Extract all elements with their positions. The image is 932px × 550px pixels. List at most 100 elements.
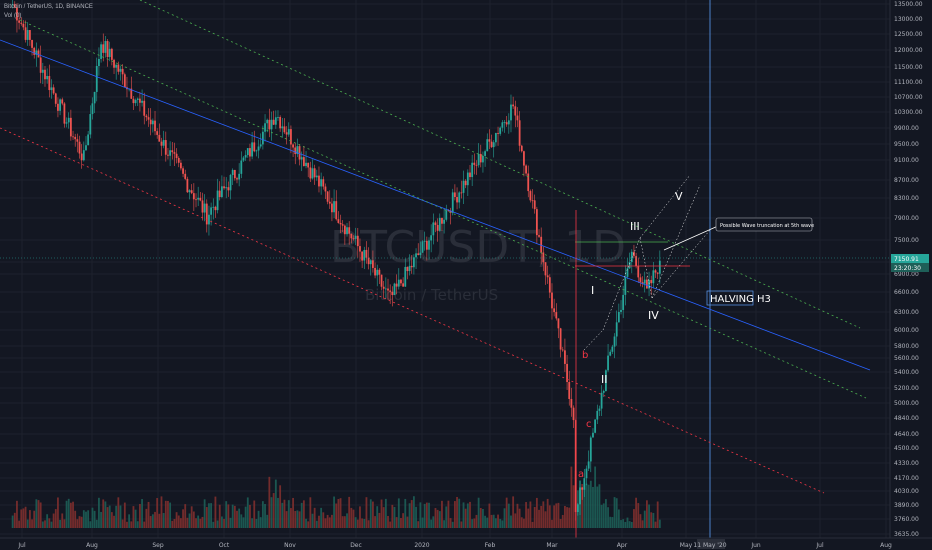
volume-bar	[369, 499, 372, 528]
candle-body	[74, 136, 77, 140]
time-tick-label: Jul	[17, 542, 26, 549]
candle-body	[145, 115, 148, 118]
wave-label-I: I	[591, 284, 594, 297]
candle-body	[540, 236, 543, 253]
candle-body	[290, 129, 292, 145]
candle-body	[469, 172, 471, 178]
candle-body	[279, 117, 282, 129]
volume-bar	[408, 503, 411, 528]
wave-line	[583, 329, 604, 351]
volume-bar	[551, 519, 553, 528]
candle-body	[190, 190, 193, 194]
time-axis[interactable]: Jul Aug Sep Oct Nov Dec 2020 Feb Mar Apr May 11 May…	[0, 537, 932, 550]
price-tick-label: 13000.00	[894, 16, 923, 23]
candle-body	[246, 148, 249, 156]
volume-bar	[643, 510, 646, 528]
drawing-tools[interactable]	[0, 0, 890, 538]
volume-bar	[594, 466, 597, 528]
candle-body	[605, 370, 607, 391]
volume-bar	[106, 507, 109, 528]
candle-body	[82, 150, 85, 161]
time-tick-label: May	[680, 542, 693, 549]
volume-bar	[434, 508, 437, 528]
candle-body	[451, 192, 454, 213]
volume-indicator-title[interactable]: Vol (0)	[4, 13, 22, 19]
volume-bar	[231, 504, 234, 528]
candle-body	[24, 27, 27, 40]
candle-body	[220, 186, 223, 198]
candle-body	[585, 468, 588, 479]
volume-bar	[518, 508, 521, 528]
candle-body	[561, 349, 564, 351]
candle-body	[139, 98, 141, 103]
volume-bar	[261, 501, 264, 528]
candle-body	[218, 190, 221, 198]
volume-bar	[391, 504, 394, 528]
wave-label-II: II	[601, 373, 608, 386]
candle-body	[95, 65, 98, 92]
candle-body	[535, 209, 538, 236]
candle-body	[533, 200, 536, 210]
volume-bar	[246, 497, 249, 528]
volume-bar	[600, 504, 603, 528]
candle-body	[512, 104, 515, 107]
volume-bar	[555, 503, 558, 528]
candle-body	[436, 224, 439, 231]
candle-body	[494, 132, 497, 143]
candle-body	[548, 277, 551, 293]
volume-bar	[419, 502, 422, 528]
volume-bar	[177, 515, 180, 528]
candle-body	[281, 126, 284, 129]
candle-body	[324, 186, 327, 192]
symbol-title[interactable]: Bitcoin / TetherUS, 1D, BINANCE	[4, 4, 93, 10]
volume-bar	[266, 514, 269, 528]
candle-body	[492, 142, 495, 148]
volume-bar	[658, 519, 661, 528]
candle-body	[441, 217, 443, 224]
volume-bar	[438, 511, 441, 528]
volume-bar	[227, 504, 230, 528]
volume-bar	[328, 517, 331, 528]
volume-bar	[33, 510, 36, 528]
volume-bar	[143, 521, 146, 528]
candle-body	[482, 155, 484, 163]
volume-bar	[78, 516, 81, 528]
price-tick-label: 6900.00	[894, 271, 919, 278]
candle-body	[315, 175, 318, 178]
volume-bar	[283, 499, 286, 528]
candle-body	[192, 193, 195, 200]
candle-body	[408, 265, 411, 272]
volume-bar	[50, 521, 53, 528]
candle-body	[26, 30, 29, 40]
candle-body	[369, 260, 372, 265]
volume-bar	[367, 520, 370, 528]
candle-body	[115, 64, 118, 68]
candle-body	[583, 478, 586, 490]
candle-body	[613, 336, 616, 347]
volume-bar	[39, 502, 42, 528]
candle-body	[589, 437, 592, 462]
candle-body	[154, 120, 156, 132]
volume-bar	[620, 520, 622, 528]
volume-bar	[251, 518, 253, 528]
price-tick-label: 12500.00	[894, 31, 923, 38]
candle-body	[253, 142, 256, 152]
candle-body	[477, 153, 480, 166]
volume-bar	[613, 497, 616, 528]
volume-bar	[203, 499, 206, 528]
volume-bar	[169, 502, 172, 528]
volume-bar	[462, 502, 465, 528]
volume-bar	[318, 515, 320, 528]
candle-body	[205, 203, 208, 225]
volume-bar	[113, 515, 115, 528]
volume-bar	[136, 521, 139, 528]
candle-body	[54, 93, 57, 104]
candle-body	[210, 207, 213, 215]
candle-body	[160, 141, 163, 146]
volume-bar	[180, 518, 182, 528]
channel-median-blue	[0, 39, 871, 371]
price-axis[interactable]: 13500.00 13000.00 12500.00 12000.00 11500.00…	[889, 0, 932, 540]
corrective-label-c: c	[586, 419, 592, 430]
volume-bar	[69, 502, 72, 528]
